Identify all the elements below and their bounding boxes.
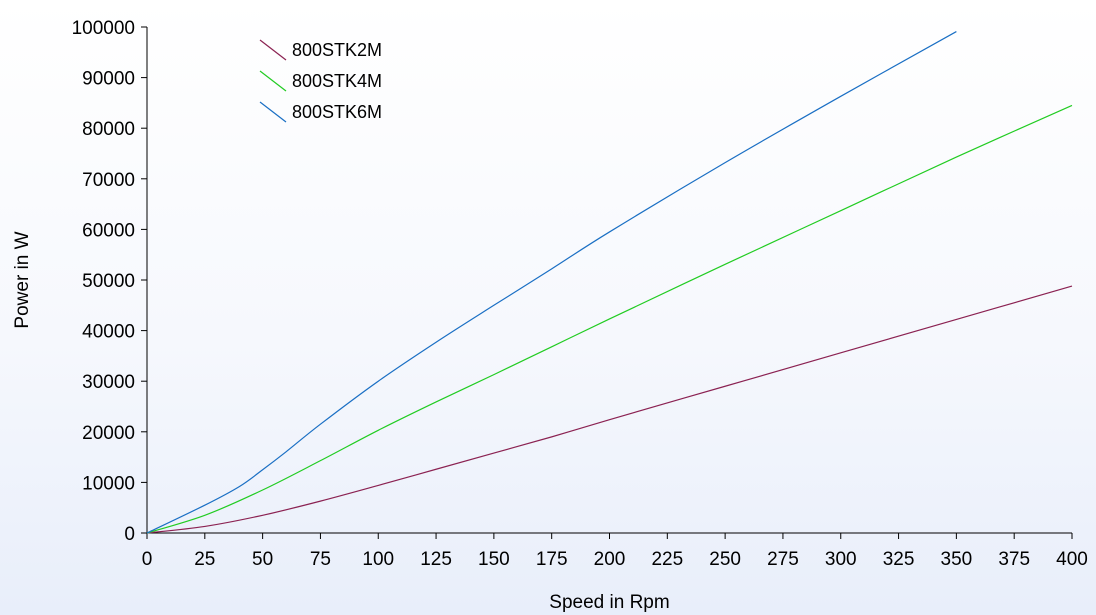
x-tick-label: 300 — [825, 549, 857, 570]
series-line-800stk6m — [146, 31, 957, 534]
x-tick-label: 325 — [883, 549, 915, 570]
x-tick-label: 200 — [594, 549, 626, 570]
x-tick-label: 225 — [651, 549, 683, 570]
x-tick-label: 50 — [252, 549, 273, 570]
x-tick-label: 275 — [767, 549, 799, 570]
x-tick-label: 0 — [142, 549, 153, 570]
y-axis-ticks: 0 10000 20000 30000 40000 50000 60000 70000 8000… — [72, 18, 147, 545]
x-tick-label: 375 — [998, 549, 1030, 570]
y-tick-label: 100000 — [72, 18, 135, 39]
legend-label: 800STK4M — [292, 71, 382, 91]
y-tick-label: 70000 — [82, 170, 135, 191]
y-tick-label: 30000 — [82, 372, 135, 393]
x-tick-label: 125 — [420, 549, 452, 570]
series-lines — [146, 31, 1073, 534]
y-tick-label: 10000 — [82, 473, 135, 494]
y-axis-title: Power in W — [12, 231, 33, 328]
legend-swatch — [259, 39, 287, 61]
plot-area: 0 10000 20000 30000 40000 50000 60000 70000 8000… — [72, 18, 1088, 570]
x-tick-label: 175 — [536, 549, 568, 570]
legend-item: 800STK6M — [259, 101, 382, 123]
x-tick-label: 250 — [709, 549, 741, 570]
x-tick-label: 400 — [1056, 549, 1088, 570]
legend-swatch — [259, 70, 287, 92]
x-tick-label: 150 — [478, 549, 510, 570]
legend: 800STK2M 800STK4M 800STK6M — [259, 39, 382, 123]
legend-label: 800STK2M — [292, 40, 382, 60]
x-axis-ticks: 0 25 50 75 100 125 150 175 200 225 250 275 300 325 350… — [142, 533, 1088, 570]
y-tick-label: 40000 — [82, 322, 135, 343]
legend-label: 800STK6M — [292, 102, 382, 122]
legend-item: 800STK2M — [259, 39, 382, 61]
x-tick-label: 100 — [362, 549, 394, 570]
legend-swatch — [259, 101, 287, 123]
x-tick-label: 75 — [310, 549, 331, 570]
x-axis-title: Speed in Rpm — [549, 592, 669, 613]
y-tick-label: 80000 — [82, 119, 135, 140]
series-line-800stk4m — [146, 104, 1073, 534]
x-tick-label: 350 — [941, 549, 973, 570]
y-tick-label: 50000 — [82, 271, 135, 292]
series-line-800stk2m — [146, 285, 1073, 534]
y-tick-label: 0 — [124, 524, 135, 545]
x-tick-label: 25 — [194, 549, 215, 570]
legend-item: 800STK4M — [259, 70, 382, 92]
y-tick-label: 20000 — [82, 423, 135, 444]
y-tick-label: 60000 — [82, 220, 135, 241]
y-tick-label: 90000 — [82, 69, 135, 90]
